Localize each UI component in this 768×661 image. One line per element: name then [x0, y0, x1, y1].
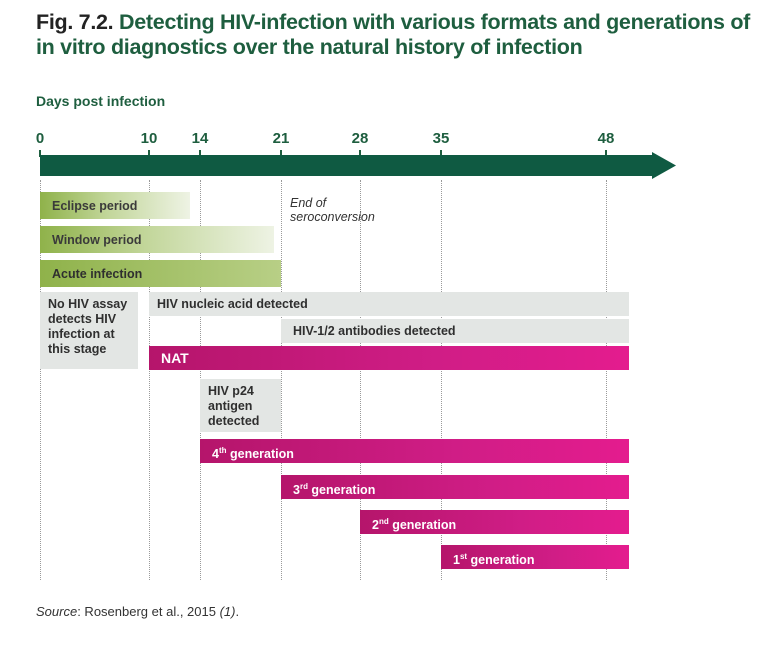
source-label: Source	[36, 604, 78, 619]
bar-label-gen4: 4	[212, 447, 219, 461]
x-tick-mark-48	[605, 150, 607, 157]
x-tick-mark-10	[148, 150, 150, 157]
bar-label-gen1: 1	[453, 553, 460, 567]
source-text: : Rosenberg et al., 2015	[77, 604, 220, 619]
x-tick-label-35: 35	[432, 130, 450, 147]
figure-title-text: Detecting HIV-infection with various for…	[36, 10, 751, 59]
x-tick-mark-0	[39, 150, 41, 157]
gridline-10	[149, 180, 150, 580]
timeline-arrow-shape	[40, 152, 676, 179]
bar-noassay: No HIV assay detects HIV infection at th…	[40, 292, 139, 369]
bar-label-acute: Acute infection	[52, 267, 143, 281]
bar-p24: HIV p24 antigen detected	[200, 379, 281, 432]
bar-suffix-gen3: generation	[307, 483, 376, 497]
bar-nat: NAT	[149, 346, 630, 370]
bar-nucleic: HIV nucleic acid detected	[149, 292, 630, 316]
bar-eclipse: Eclipse period	[40, 192, 190, 219]
x-tick-mark-35	[440, 150, 442, 157]
bar-label-gen3: 3	[293, 483, 300, 497]
figure-title: Fig. 7.2. Detecting HIV-infection with v…	[36, 10, 756, 60]
x-tick-mark-21	[280, 150, 282, 157]
timeline-arrow	[40, 152, 676, 179]
bar-sup-gen2: nd	[378, 517, 389, 526]
x-tick-label-48: 48	[597, 130, 615, 147]
seroconversion-note-line2: seroconversion	[290, 210, 375, 224]
bar-acute: Acute infection	[40, 260, 281, 287]
x-tick-label-28: 28	[351, 130, 369, 147]
bar-label-antibody: HIV-1/2 antibodies detected	[293, 324, 456, 338]
bar-suffix-gen1: generation	[467, 553, 535, 567]
bar-gen1: 1st generation	[441, 545, 630, 569]
bar-sup-gen1: st	[459, 552, 468, 561]
x-tick-mark-28	[359, 150, 361, 157]
bar-suffix-gen4: generation	[226, 447, 294, 461]
bar-label-p24: HIV p24 antigen detected	[208, 384, 260, 428]
gridline-21	[281, 180, 282, 580]
bar-suffix-gen2: generation	[388, 518, 457, 532]
x-tick-label-10: 10	[140, 130, 158, 147]
bar-sup-gen3: rd	[299, 482, 308, 491]
x-tick-label-21: 21	[272, 130, 290, 147]
source-ref: (1)	[219, 604, 236, 619]
gridline-48	[606, 180, 607, 580]
source-citation: Source: Rosenberg et al., 2015 (1).	[36, 604, 239, 619]
bar-label-nat: NAT	[161, 350, 189, 366]
seroconversion-note: End of seroconversion	[290, 196, 400, 224]
bar-gen3: 3rd generation	[281, 475, 630, 499]
x-tick-label-0: 0	[35, 130, 45, 147]
gridline-28	[360, 180, 361, 580]
bar-window: Window period	[40, 226, 275, 253]
bar-label-gen2: 2	[372, 518, 379, 532]
bar-label-window: Window period	[52, 233, 142, 247]
gridline-0	[40, 180, 41, 580]
axis-title: Days post infection	[36, 93, 166, 109]
bar-antibody: HIV-1/2 antibodies detected	[281, 319, 630, 343]
source-end: .	[235, 604, 240, 619]
seroconversion-note-line1: End of	[290, 196, 327, 210]
figure-number: Fig. 7.2.	[36, 10, 114, 34]
gridline-35	[441, 180, 442, 580]
bar-sup-gen4: th	[218, 446, 227, 455]
bar-label-noassay: No HIV assay detects HIV infection at th…	[48, 297, 128, 356]
x-tick-label-14: 14	[191, 130, 209, 147]
bar-gen2: 2nd generation	[360, 510, 630, 534]
bar-label-eclipse: Eclipse period	[52, 199, 138, 213]
bar-label-nucleic: HIV nucleic acid detected	[157, 297, 308, 311]
x-tick-mark-14	[199, 150, 201, 157]
bar-gen4: 4th generation	[200, 439, 630, 463]
